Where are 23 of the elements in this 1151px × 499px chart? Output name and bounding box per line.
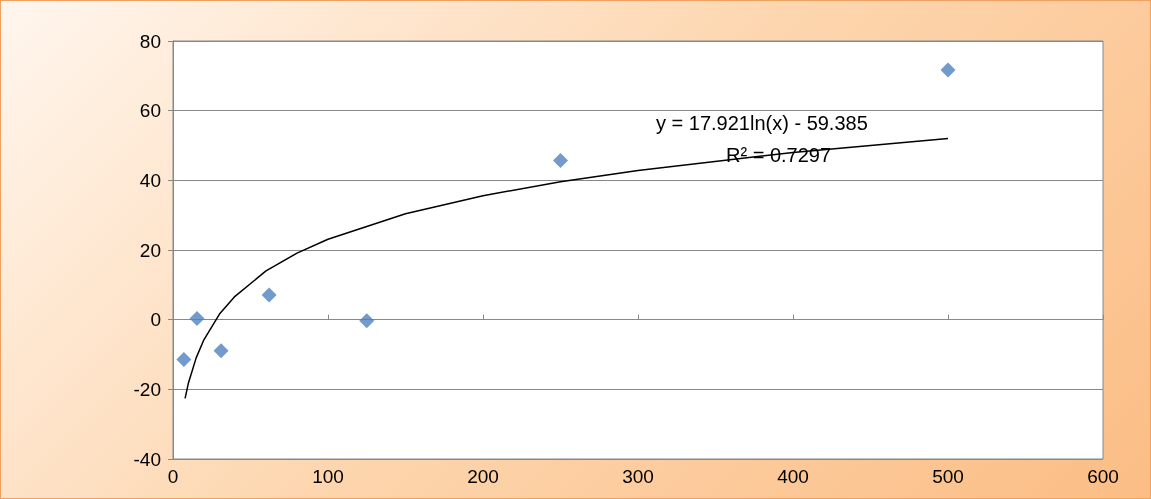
y-tick-label: 0 xyxy=(150,309,161,331)
y-tick-label: -40 xyxy=(133,448,161,470)
point xyxy=(176,351,192,367)
x-tick-label: 400 xyxy=(777,466,809,487)
x-tick-label: 500 xyxy=(932,466,964,487)
point xyxy=(553,152,568,168)
point xyxy=(261,287,277,303)
y-tick-label: 40 xyxy=(139,169,161,191)
y-tick-label: 80 xyxy=(139,30,161,52)
x-tick-label: 600 xyxy=(1087,466,1119,487)
x-tick-label: 300 xyxy=(622,466,654,487)
y-tick-label: 60 xyxy=(139,100,161,122)
x-tick-label: 200 xyxy=(467,466,499,487)
line-series xyxy=(184,137,949,400)
point xyxy=(359,313,375,329)
point xyxy=(213,343,229,359)
point xyxy=(189,311,205,327)
point xyxy=(940,62,956,78)
y-tick-label: -20 xyxy=(133,378,161,400)
annotation: y = 17.921ln(x) - 59.385 xyxy=(656,112,868,134)
y-tick-label: 20 xyxy=(139,239,161,261)
x-tick-label: 0 xyxy=(167,466,179,487)
x-tick-label: 100 xyxy=(312,466,344,487)
